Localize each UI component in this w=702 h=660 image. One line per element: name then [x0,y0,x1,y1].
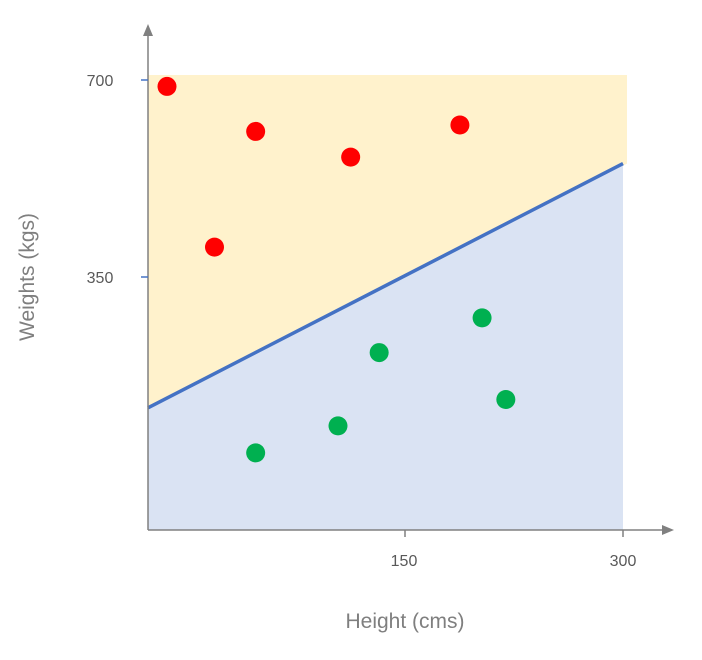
x-axis-arrow [662,525,674,535]
y-axis-title: Weights (kgs) [16,213,39,341]
x-tick-label-300: 300 [610,553,637,570]
x-axis-title: Height (cms) [345,610,464,633]
upper-region [148,75,627,408]
y-tick-label-350: 350 [87,270,114,287]
red-point-2 [205,237,224,257]
y-axis-arrow [143,24,153,36]
red-point-5 [450,115,470,135]
red-point-4 [341,147,361,167]
green-point-4 [472,308,492,328]
red-point-3 [246,121,266,141]
red-point-1 [157,76,177,96]
green-point-2 [328,416,348,436]
points-layer [157,76,516,463]
x-tick-label-150: 150 [391,553,418,570]
green-point-1 [246,443,266,463]
decision-boundary-line [147,162,624,410]
y-tick-label-700: 700 [87,73,114,90]
green-point-3 [369,343,389,363]
green-point-5 [496,390,516,409]
